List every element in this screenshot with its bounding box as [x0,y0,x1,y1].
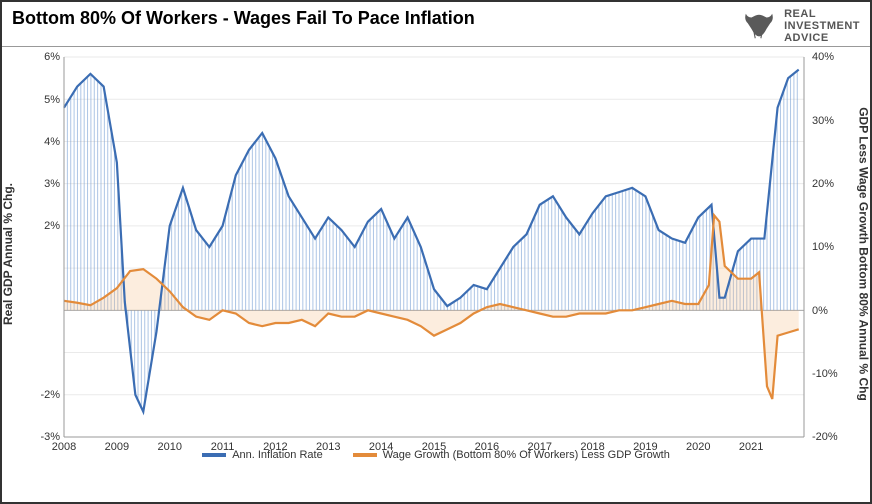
legend-swatch [202,453,226,457]
y-right-ticks: 40%30%20%10%0%-10%-20% [810,57,840,437]
legend-label: Ann. Inflation Rate [232,449,323,461]
y-right-axis-title: GDP Less Wage Growth Bottom 80% Annual %… [857,107,871,401]
brand-text: REAL INVESTMENT ADVICE [784,8,860,44]
legend-label: Wage Growth (Bottom 80% Of Workers) Less… [383,449,670,461]
legend-item-inflation: Ann. Inflation Rate [202,449,323,461]
bull-icon [740,10,778,42]
chart-header: Bottom 80% Of Workers - Wages Fail To Pa… [2,2,870,47]
legend: Ann. Inflation Rate Wage Growth (Bottom … [2,449,870,461]
plot-svg [64,57,804,437]
brand-line1: REAL [784,8,860,20]
y-left-axis-title: Real GDP Annual % Chg. [1,183,15,325]
y-left-ticks: 6%5%4%3%2%-2%-3% [32,57,62,437]
chart-area: Real GDP Annual % Chg. GDP Less Wage Gro… [2,47,870,467]
plot-region [64,57,804,437]
brand-line2: INVESTMENT [784,20,860,32]
brand-logo: REAL INVESTMENT ADVICE [740,8,860,44]
brand-line3: ADVICE [784,32,860,44]
legend-item-wagegrowth: Wage Growth (Bottom 80% Of Workers) Less… [353,449,670,461]
chart-title: Bottom 80% Of Workers - Wages Fail To Pa… [12,8,475,29]
legend-swatch [353,453,377,457]
